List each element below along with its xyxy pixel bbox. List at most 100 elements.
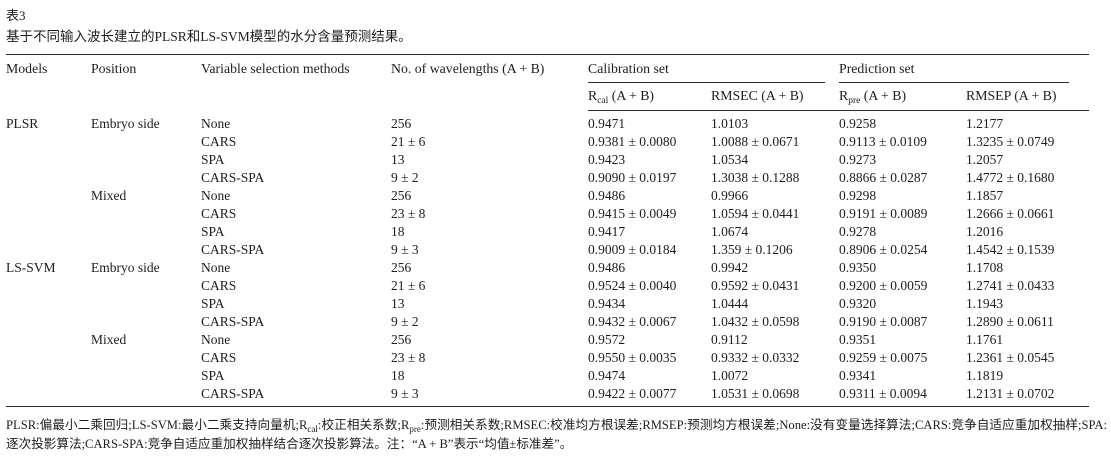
cell-rcal: 0.9474 bbox=[588, 368, 626, 383]
footnote-text: :校正相关系数;R bbox=[317, 418, 410, 432]
cell-method: SPA bbox=[201, 296, 225, 311]
cell-method: SPA bbox=[201, 224, 225, 239]
cell-model bbox=[6, 385, 91, 407]
cell-method: SPA bbox=[201, 368, 225, 383]
cell-rmsec: 1.0531 ± 0.0698 bbox=[711, 386, 800, 401]
table-header: Models Position Variable selection metho… bbox=[6, 55, 1090, 111]
cell-model bbox=[6, 169, 91, 187]
cell-rmsep: 1.2890 ± 0.0611 bbox=[966, 314, 1054, 329]
cell-method: CARS bbox=[201, 350, 237, 365]
cell-position bbox=[91, 133, 201, 151]
cell-rcal: 0.9417 bbox=[588, 224, 626, 239]
cell-wavelengths: 256 bbox=[391, 188, 412, 203]
cell-rpre: 0.9259 ± 0.0075 bbox=[839, 350, 928, 365]
col-header-rmsec: RMSEC (A + B) bbox=[711, 83, 840, 111]
table-row: Mixed None 256 0.9486 0.9966 0.9298 1.1857 bbox=[6, 187, 1089, 205]
cell-model bbox=[6, 151, 91, 169]
cell-method: CARS-SPA bbox=[201, 170, 265, 185]
rcal-base: R bbox=[588, 88, 598, 103]
cell-rmsec: 0.9942 bbox=[711, 260, 749, 275]
rpre-rest: (A + B) bbox=[860, 88, 907, 103]
table-footnote: PLSR:偏最小二乘回归;LS-SVM:最小二乘支持向量机;Rcal:校正相关系… bbox=[6, 416, 1107, 453]
cell-rmsec: 1.3038 ± 0.1288 bbox=[711, 170, 800, 185]
cell-wavelengths: 256 bbox=[391, 115, 412, 131]
cell-method: CARS-SPA bbox=[201, 242, 265, 257]
cell-rpre: 0.9351 bbox=[839, 332, 877, 347]
results-table: Models Position Variable selection metho… bbox=[6, 54, 1090, 407]
cell-rcal: 0.9572 bbox=[588, 332, 626, 347]
cell-rmsep: 1.2177 bbox=[966, 116, 1004, 131]
cell-position bbox=[91, 313, 201, 331]
cell-rpre: 0.9200 ± 0.0059 bbox=[839, 278, 928, 293]
table-row: CARS-SPA 9 ± 3 0.9009 ± 0.0184 1.359 ± 0.12… bbox=[6, 241, 1089, 259]
table-row: CARS 21 ± 6 0.9381 ± 0.0080 1.0088 ± 0.0671… bbox=[6, 133, 1089, 151]
table-row: SPA 13 0.9423 1.0534 0.9273 1.2057 bbox=[6, 151, 1089, 169]
cell-rcal: 0.9381 ± 0.0080 bbox=[588, 134, 677, 149]
header-row-metrics: Rcal (A + B) RMSEC (A + B) Rpre (A + B) … bbox=[6, 83, 1090, 111]
cell-method: CARS-SPA bbox=[201, 314, 265, 329]
cell-position bbox=[91, 151, 201, 169]
cell-wavelengths: 13 bbox=[391, 152, 405, 167]
cell-rmsep: 1.1761 bbox=[966, 332, 1004, 347]
cell-position bbox=[91, 367, 201, 385]
cell-model bbox=[6, 223, 91, 241]
cell-rmsec: 1.0088 ± 0.0671 bbox=[711, 134, 800, 149]
cell-method: SPA bbox=[201, 152, 225, 167]
cell-wavelengths: 256 bbox=[391, 260, 412, 275]
cell-rmsec: 1.0444 bbox=[711, 296, 749, 311]
group-header-calibration: Calibration set bbox=[588, 55, 839, 83]
cell-model bbox=[6, 133, 91, 151]
rpre-subscript: pre bbox=[848, 96, 861, 106]
table-row: SPA 18 0.9417 1.0674 0.9278 1.2016 bbox=[6, 223, 1089, 241]
cell-position bbox=[91, 277, 201, 295]
cell-rpre: 0.9350 bbox=[839, 260, 877, 275]
cell-rmsec: 1.0072 bbox=[711, 368, 749, 383]
cell-method: None bbox=[201, 115, 231, 131]
cell-model bbox=[6, 205, 91, 223]
group-header-calibration-label: Calibration set bbox=[588, 61, 826, 83]
cell-rcal: 0.9422 ± 0.0077 bbox=[588, 386, 677, 401]
cell-rpre: 0.9341 bbox=[839, 368, 877, 383]
cell-rcal: 0.9090 ± 0.0197 bbox=[588, 170, 677, 185]
cell-position bbox=[91, 295, 201, 313]
cell-rcal: 0.9524 ± 0.0040 bbox=[588, 278, 677, 293]
cell-method: CARS-SPA bbox=[201, 386, 265, 401]
cell-rcal: 0.9009 ± 0.0184 bbox=[588, 242, 677, 257]
cell-rpre: 0.9298 bbox=[839, 188, 877, 203]
cell-model bbox=[6, 187, 91, 205]
cell-rcal: 0.9471 bbox=[588, 116, 626, 131]
cell-rcal: 0.9423 bbox=[588, 152, 626, 167]
cell-position bbox=[91, 349, 201, 367]
col-header-rpre: Rpre (A + B) bbox=[839, 83, 967, 111]
col-header-rmsep: RMSEP (A + B) bbox=[966, 83, 1090, 111]
cell-rmsec: 0.9112 bbox=[711, 332, 748, 347]
cell-rmsec: 1.0103 bbox=[711, 116, 749, 131]
cell-rcal: 0.9550 ± 0.0035 bbox=[588, 350, 677, 365]
cell-wavelengths: 9 ± 3 bbox=[391, 242, 419, 257]
cell-rmsep: 1.2741 ± 0.0433 bbox=[966, 278, 1055, 293]
cell-model: LS-SVM bbox=[6, 260, 56, 275]
table-row: CARS 23 ± 8 0.9415 ± 0.0049 1.0594 ± 0.0441… bbox=[6, 205, 1089, 223]
cell-position bbox=[91, 241, 201, 259]
cell-wavelengths: 256 bbox=[391, 332, 412, 347]
cell-rcal: 0.9415 ± 0.0049 bbox=[588, 206, 677, 221]
cell-method: CARS bbox=[201, 278, 237, 293]
table-row: CARS 21 ± 6 0.9524 ± 0.0040 0.9592 ± 0.0431… bbox=[6, 277, 1089, 295]
cell-model bbox=[6, 313, 91, 331]
cell-wavelengths: 21 ± 6 bbox=[391, 278, 426, 293]
cell-position: Embryo side bbox=[91, 115, 160, 131]
cell-position bbox=[91, 385, 201, 407]
cell-rmsep: 1.2131 ± 0.0702 bbox=[966, 386, 1055, 401]
table-row: LS-SVM Embryo side None 256 0.9486 0.9942 0.93… bbox=[6, 259, 1089, 277]
footnote-text: PLSR:偏最小二乘回归;LS-SVM:最小二乘支持向量机;R bbox=[6, 418, 308, 432]
table-row: Mixed None 256 0.9572 0.9112 0.9351 1.1761 bbox=[6, 331, 1089, 349]
cell-method: None bbox=[201, 260, 231, 275]
table-row: CARS-SPA 9 ± 2 0.9432 ± 0.0067 1.0432 ± 0.0… bbox=[6, 313, 1089, 331]
col-header-models: Models bbox=[6, 61, 48, 76]
cell-rcal: 0.9432 ± 0.0067 bbox=[588, 314, 677, 329]
header-row-groups: Models Position Variable selection metho… bbox=[6, 55, 1089, 83]
cell-rmsec: 1.0432 ± 0.0598 bbox=[711, 314, 800, 329]
table-row: CARS 23 ± 8 0.9550 ± 0.0035 0.9332 ± 0.0332… bbox=[6, 349, 1089, 367]
cell-wavelengths: 9 ± 2 bbox=[391, 170, 419, 185]
cell-rmsec: 1.0594 ± 0.0441 bbox=[711, 206, 800, 221]
